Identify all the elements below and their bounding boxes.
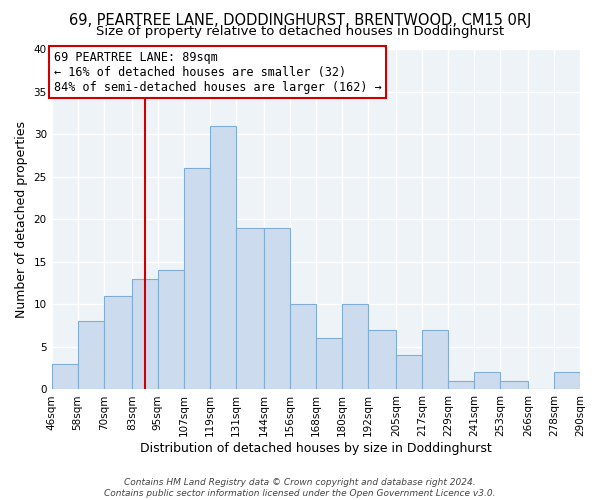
Bar [104,296,132,390]
Bar [52,364,77,390]
Y-axis label: Number of detached properties: Number of detached properties [15,120,28,318]
Bar [396,356,422,390]
Bar [77,322,104,390]
Bar [264,228,290,390]
Bar [422,330,448,390]
Bar [474,372,500,390]
Bar [500,381,528,390]
Bar [210,126,236,390]
Bar [184,168,210,390]
Bar [554,372,580,390]
Bar [236,228,264,390]
Text: 69 PEARTREE LANE: 89sqm
← 16% of detached houses are smaller (32)
84% of semi-de: 69 PEARTREE LANE: 89sqm ← 16% of detache… [54,50,382,94]
Bar [316,338,342,390]
Bar [342,304,368,390]
Bar [448,381,474,390]
Bar [368,330,396,390]
Text: Contains HM Land Registry data © Crown copyright and database right 2024.
Contai: Contains HM Land Registry data © Crown c… [104,478,496,498]
Bar [158,270,184,390]
Bar [290,304,316,390]
Bar [132,279,158,390]
Text: Size of property relative to detached houses in Doddinghurst: Size of property relative to detached ho… [96,25,504,38]
X-axis label: Distribution of detached houses by size in Doddinghurst: Distribution of detached houses by size … [140,442,492,455]
Text: 69, PEARTREE LANE, DODDINGHURST, BRENTWOOD, CM15 0RJ: 69, PEARTREE LANE, DODDINGHURST, BRENTWO… [69,12,531,28]
